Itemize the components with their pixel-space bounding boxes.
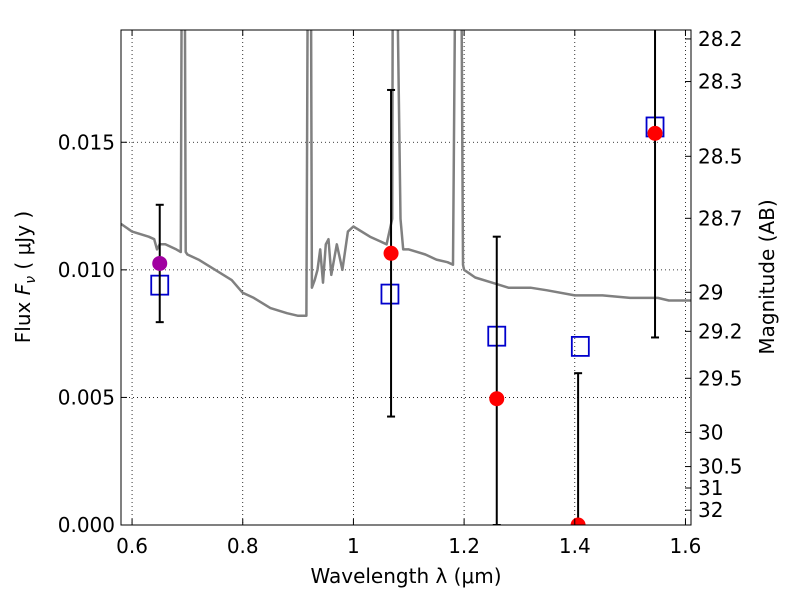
- y2-tick-label: 29: [698, 280, 723, 304]
- model-photometry-square: [570, 335, 590, 357]
- y-axis-label-symbol: F: [11, 283, 35, 295]
- observed-flux-point: [489, 391, 505, 407]
- x-tick-label: 1: [347, 534, 360, 558]
- y-tick-label: 0.015: [58, 130, 115, 154]
- plot-frame: [120, 29, 692, 526]
- x-tick-label: 0.6: [116, 534, 148, 558]
- y2-tick-label: 31: [698, 476, 723, 500]
- observed-flux-point: [647, 125, 663, 141]
- y2-axis-label: Magnitude (AB): [755, 199, 779, 354]
- spectrum-layer: [121, 30, 691, 318]
- tick-layer: 0.6 0.8 1 1.2 1.4 1.6 0.000 0.005 0.010 0.015 28.2…: [58, 27, 743, 558]
- x-tick-label: 1.6: [670, 534, 702, 558]
- observed-flux-point: [152, 255, 168, 271]
- y-axis-label-subscript: ν: [23, 276, 39, 284]
- y2-tick-label: 28.7: [698, 206, 743, 230]
- y2-tick-label: 30.5: [698, 455, 743, 479]
- y-tick-label: 0.010: [58, 258, 115, 282]
- y2-tick-label: 30: [698, 420, 723, 444]
- y2-tick-label: 29.2: [698, 319, 743, 343]
- y2-tick-label: 28.3: [698, 70, 743, 94]
- y-axis-label-prefix: Flux: [11, 295, 35, 343]
- y-axis-label: Flux Fν ( μJy ): [11, 211, 39, 343]
- y2-tick-label: 32: [698, 498, 723, 522]
- y-axis-label-suffix: ( μJy ): [11, 211, 35, 276]
- y2-tick-label: 28.2: [698, 27, 743, 51]
- y-tick-label: 0.000: [58, 513, 115, 537]
- y2-tick-label: 28.5: [698, 144, 743, 168]
- model-photometry-square: [380, 283, 400, 305]
- model-spectrum-line: [121, 30, 691, 318]
- y-tick-label: 0.005: [58, 385, 115, 409]
- x-tick-label: 0.8: [227, 534, 259, 558]
- y2-tick-label: 29.5: [698, 366, 743, 390]
- observed-flux-point: [383, 245, 399, 261]
- x-tick-label: 1.2: [448, 534, 480, 558]
- marker-layer: [150, 30, 665, 525]
- x-axis-label: Wavelength λ (μm): [310, 564, 501, 588]
- x-tick-label: 1.4: [559, 534, 591, 558]
